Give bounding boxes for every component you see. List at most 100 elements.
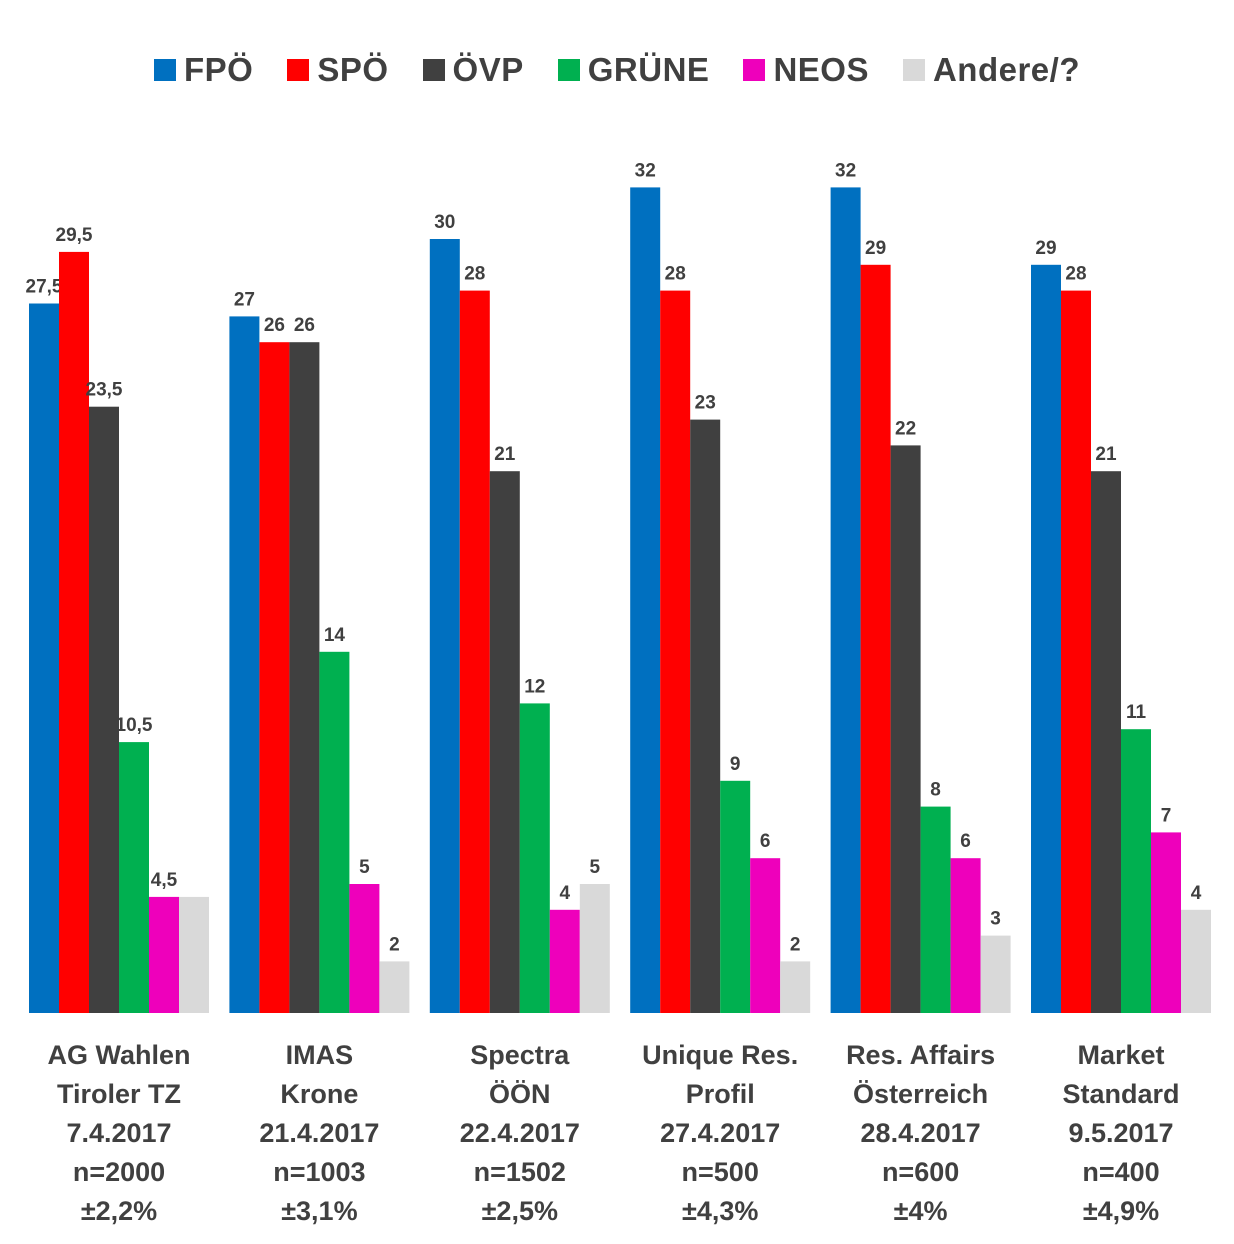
category-label: Standard	[1062, 1079, 1179, 1109]
category-label: n=2000	[73, 1157, 165, 1187]
bar	[319, 651, 350, 1013]
bar	[1121, 729, 1151, 1013]
bar	[690, 419, 721, 1014]
category-label: IMAS	[286, 1040, 354, 1070]
category-label: Market	[1077, 1040, 1164, 1070]
data-label: 2	[389, 934, 400, 955]
data-label: 4	[1191, 883, 1202, 904]
category-label: ±2,5%	[482, 1196, 558, 1226]
legend-label: GRÜNE	[587, 51, 710, 88]
bar	[780, 961, 811, 1013]
category-label: Krone	[280, 1079, 358, 1109]
data-label: 6	[960, 831, 971, 852]
data-label: 28	[464, 264, 485, 285]
data-label: 2	[790, 934, 801, 955]
data-label: 30	[434, 212, 455, 233]
bar	[489, 471, 520, 1013]
category-label: ±2,2%	[81, 1196, 157, 1226]
category-label: Österreich	[853, 1079, 988, 1109]
bar	[830, 187, 861, 1013]
bar	[750, 858, 781, 1013]
bar	[29, 303, 59, 1013]
category-label: n=400	[1082, 1157, 1159, 1187]
data-label: 23,5	[86, 380, 123, 401]
category-label: n=600	[882, 1157, 959, 1187]
legend-swatch	[902, 59, 925, 81]
legend-item: FPÖ	[154, 51, 253, 89]
legend-swatch	[287, 59, 310, 81]
bar	[179, 896, 209, 1013]
data-label: 4,5	[151, 870, 178, 891]
legend-item: SPÖ	[287, 51, 388, 89]
data-label: 8	[930, 780, 941, 801]
bar	[459, 290, 490, 1014]
legend-item: GRÜNE	[557, 51, 710, 89]
data-label: 5	[359, 857, 370, 878]
data-label: 32	[635, 160, 656, 181]
category-label: 28.4.2017	[861, 1118, 981, 1148]
category-label: ±4,3%	[682, 1196, 758, 1226]
bar	[549, 909, 580, 1013]
category-label: Tiroler TZ	[57, 1079, 181, 1109]
category-label: ÖÖN	[489, 1079, 551, 1109]
category-label: ±4%	[894, 1196, 948, 1226]
chart-legend: FPÖ SPÖ ÖVP GRÜNE NEOS Andere/?	[0, 48, 1234, 92]
bar	[289, 342, 320, 1013]
category-label: 22.4.2017	[460, 1118, 580, 1148]
legend-swatch	[557, 59, 580, 81]
data-label: 26	[264, 315, 285, 336]
bar	[720, 780, 751, 1013]
legend-item: Andere/?	[902, 51, 1080, 89]
bar	[89, 406, 119, 1013]
data-label: 28	[665, 264, 686, 285]
data-label: 27	[234, 289, 255, 310]
data-label: 14	[324, 625, 346, 646]
category-label: ±3,1%	[281, 1196, 357, 1226]
bar	[950, 858, 981, 1013]
bar	[59, 251, 89, 1013]
category-label: 27.4.2017	[660, 1118, 780, 1148]
bar	[980, 935, 1011, 1013]
bar	[890, 445, 921, 1013]
data-label: 28	[1065, 264, 1086, 285]
category-label: n=1502	[474, 1157, 566, 1187]
legend-item: NEOS	[743, 51, 869, 89]
legend-label: SPÖ	[317, 51, 389, 88]
data-label: 27,5	[26, 277, 63, 298]
category-label: n=500	[682, 1157, 759, 1187]
legend-label: FPÖ	[184, 51, 254, 88]
data-label: 9	[730, 754, 741, 775]
legend-label: Andere/?	[932, 51, 1080, 88]
category-label: 9.5.2017	[1068, 1118, 1173, 1148]
bar	[349, 884, 380, 1013]
bar	[259, 342, 290, 1013]
category-label: AG Wahlen	[47, 1040, 190, 1070]
bar	[429, 239, 460, 1013]
category-label: Profil	[686, 1079, 755, 1109]
data-label: 26	[294, 315, 315, 336]
bar	[229, 316, 260, 1013]
data-label: 5	[590, 857, 601, 878]
data-label: 23	[695, 393, 716, 414]
bar	[149, 896, 179, 1013]
data-label: 11	[1126, 702, 1147, 723]
data-label: 29,5	[56, 225, 93, 246]
category-label: Res. Affairs	[846, 1040, 995, 1070]
data-label: 21	[1095, 444, 1117, 465]
data-label: 12	[524, 676, 545, 697]
data-label: 29	[1035, 238, 1056, 259]
bar	[1091, 471, 1121, 1013]
bar	[1181, 909, 1211, 1013]
data-label: 32	[835, 160, 856, 181]
bar	[519, 703, 550, 1013]
data-label: 22	[895, 418, 916, 439]
category-label: ±4,9%	[1083, 1196, 1159, 1226]
data-label: 3	[990, 909, 1001, 930]
category-label: n=1003	[273, 1157, 365, 1187]
data-label: 29	[865, 238, 886, 259]
category-label: Unique Res.	[642, 1040, 798, 1070]
data-label: 4	[560, 883, 571, 904]
legend-swatch	[743, 59, 766, 81]
bar	[1061, 290, 1091, 1014]
